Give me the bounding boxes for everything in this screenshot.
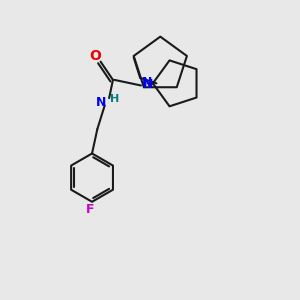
Text: H: H bbox=[110, 94, 119, 104]
Text: N: N bbox=[96, 96, 106, 109]
Text: F: F bbox=[86, 203, 95, 216]
Text: N: N bbox=[142, 76, 152, 89]
Text: N: N bbox=[142, 78, 153, 91]
Text: O: O bbox=[89, 49, 101, 63]
